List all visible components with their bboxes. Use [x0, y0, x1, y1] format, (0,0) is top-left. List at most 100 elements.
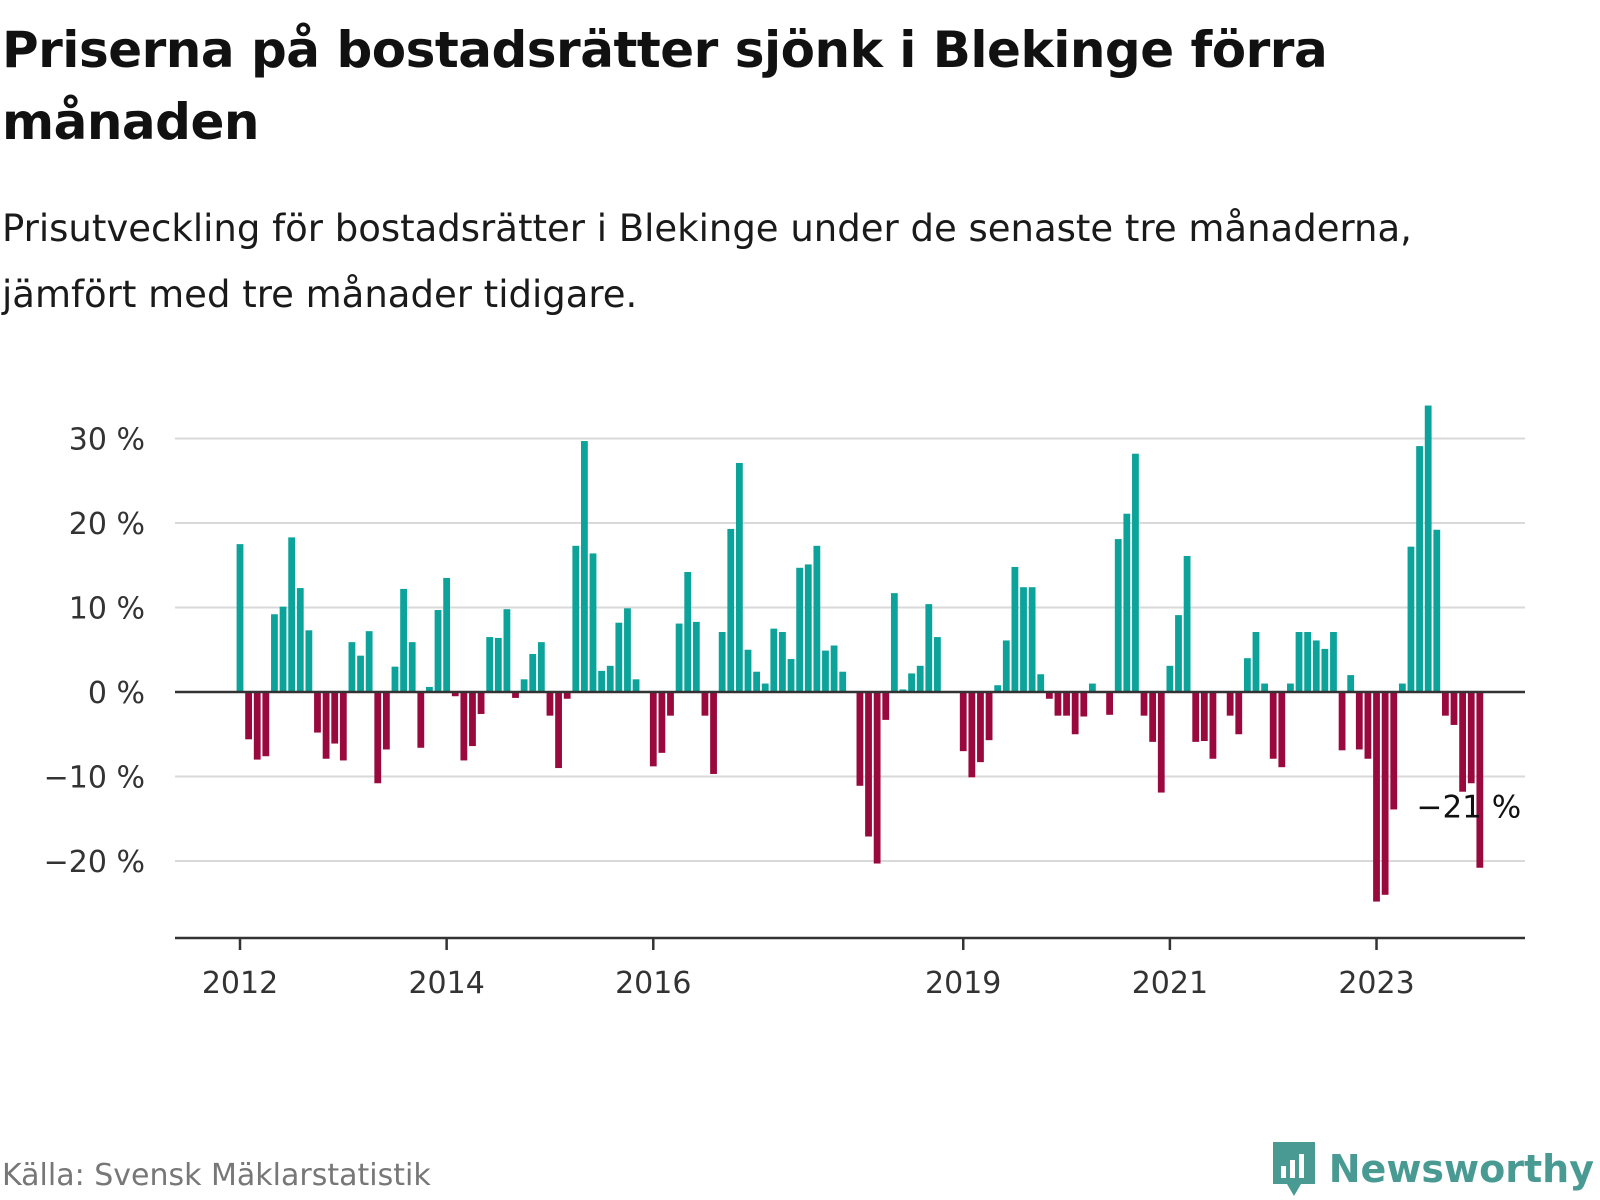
bar: [1330, 632, 1337, 692]
bar: [994, 685, 1002, 692]
bar: [1192, 692, 1200, 742]
bar: [426, 686, 433, 692]
source-note: Källa: Svensk Mäklarstatistik: [2, 1158, 431, 1193]
bar: [1200, 692, 1208, 742]
y-tick-label: 30 %: [69, 423, 145, 458]
bar: [1037, 674, 1045, 692]
bar: [581, 441, 588, 692]
bar: [1398, 683, 1406, 692]
bar: [968, 692, 976, 778]
bar: [916, 665, 924, 692]
bar: [934, 637, 941, 692]
bar: [796, 567, 804, 692]
bar: [1002, 640, 1010, 692]
bar: [1442, 692, 1449, 716]
bar: [408, 642, 416, 692]
bar: [245, 692, 253, 740]
bar: [977, 692, 984, 763]
bar: [589, 553, 597, 692]
bar: [348, 642, 356, 692]
bar: [520, 679, 528, 692]
bar: [400, 588, 407, 692]
bar: [753, 671, 760, 692]
bar: [1459, 692, 1467, 792]
bar: [632, 679, 640, 692]
bar: [1106, 692, 1114, 715]
bar: [1261, 683, 1268, 692]
bar: [1321, 648, 1329, 692]
x-tick-label: 2019: [925, 966, 1001, 1001]
y-tick-label: −10 %: [44, 761, 145, 796]
bar: [684, 572, 692, 692]
bar: [460, 692, 468, 761]
bar: [839, 671, 847, 692]
bar: [271, 614, 278, 692]
bar: [1424, 405, 1432, 692]
bar: [718, 632, 726, 692]
bar: [288, 537, 296, 692]
bar: [710, 692, 717, 774]
bar: [1088, 683, 1096, 692]
bar: [279, 606, 287, 692]
bar: [1071, 692, 1079, 735]
bar: [469, 692, 476, 747]
bar: [417, 692, 425, 748]
bar: [1407, 546, 1415, 692]
bar: [451, 692, 459, 697]
bar: [1175, 615, 1182, 692]
bar: [1278, 692, 1286, 768]
x-tick-label: 2014: [408, 966, 484, 1001]
bar: [314, 692, 321, 733]
bar: [830, 645, 838, 692]
bar: [1355, 692, 1363, 750]
bar: [572, 545, 580, 692]
bar: [1020, 587, 1027, 692]
last-value-annotation: −21 %: [1416, 789, 1521, 825]
bar: [822, 650, 829, 692]
bar: [322, 692, 330, 759]
bar: [1063, 692, 1070, 716]
bar: [1209, 692, 1217, 759]
x-tick-label: 2012: [202, 966, 278, 1001]
bar: [1476, 692, 1484, 868]
bar: [1373, 692, 1380, 902]
bar: [236, 544, 244, 693]
bar: [546, 692, 554, 716]
bar: [486, 637, 494, 692]
bar: [787, 659, 795, 692]
bar: [813, 545, 821, 692]
bar: [1183, 555, 1191, 692]
bar: [331, 692, 339, 744]
y-tick-label: 10 %: [69, 592, 145, 627]
bar: [1364, 692, 1372, 759]
bar: [477, 692, 485, 714]
bar: [1304, 632, 1312, 692]
bar: [692, 621, 700, 692]
bar: [443, 577, 451, 692]
bar: [253, 692, 261, 760]
chart-subtitle: Prisutveckling för bostadsrätter i Bleki…: [2, 207, 1412, 316]
bar: [1045, 692, 1053, 699]
bar-chart: 30 % 20 % 10 % 0 % −10 % −20 % 2012 2014 2016 201…: [44, 405, 1525, 1001]
bar: [761, 683, 769, 692]
bar: [899, 689, 907, 692]
bars: [236, 405, 1484, 902]
bar: [503, 609, 511, 692]
x-tick-label: 2016: [615, 966, 691, 1001]
bar: [658, 692, 666, 753]
bar: [1390, 692, 1398, 810]
bar: [1140, 692, 1148, 716]
bar: [434, 610, 442, 692]
bar: [1011, 566, 1019, 692]
bar: [1416, 446, 1423, 692]
chart-title: Priserna på bostadsrätter sjönk i Blekin…: [2, 21, 1328, 151]
bar: [925, 604, 933, 692]
bar: [856, 692, 864, 786]
bar: [1080, 692, 1088, 717]
bar: [374, 692, 382, 784]
bar: [1054, 692, 1062, 716]
bar: [598, 670, 606, 693]
bar: [744, 649, 752, 692]
bar: [770, 628, 778, 693]
bar: [675, 623, 683, 692]
